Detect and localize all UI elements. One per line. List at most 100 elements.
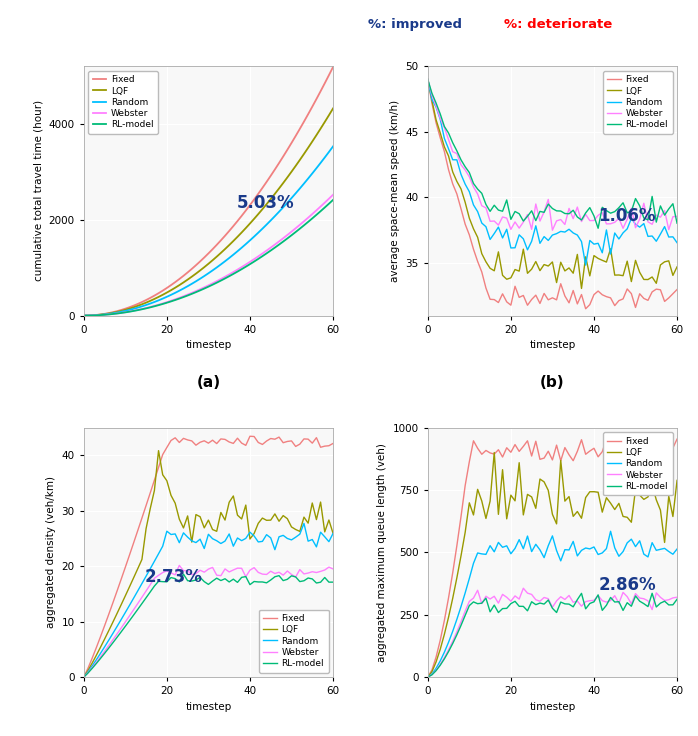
Random [673, 238, 681, 247]
Random [299, 519, 308, 528]
LQF [154, 446, 163, 455]
Text: (a): (a) [196, 375, 221, 390]
Line: RL-model: RL-model [428, 593, 677, 677]
RL-model [179, 570, 188, 578]
X-axis label: timestep: timestep [529, 340, 576, 350]
Webster [577, 217, 586, 226]
Line: Webster: Webster [428, 79, 677, 230]
Fixed [511, 282, 519, 291]
Webster [299, 570, 308, 578]
Fixed [246, 432, 254, 441]
Random [229, 542, 237, 551]
Line: Random: Random [428, 531, 677, 677]
LQF [673, 476, 681, 485]
Webster [129, 306, 138, 315]
Random [556, 556, 565, 565]
X-axis label: timestep: timestep [185, 340, 232, 350]
Webster [548, 226, 556, 235]
LQF [229, 236, 237, 245]
LQF [329, 104, 337, 113]
Legend: Fixed, LQF, Random, Webster, RL-model: Fixed, LQF, Random, Webster, RL-model [603, 71, 673, 134]
Random [138, 302, 146, 311]
Webster [644, 596, 652, 605]
Webster [167, 568, 175, 577]
Fixed [673, 285, 681, 294]
Random [556, 227, 565, 236]
Line: RL-model: RL-model [84, 574, 333, 677]
Fixed [482, 446, 490, 455]
LQF [299, 513, 308, 522]
Random [482, 222, 490, 231]
Random [296, 184, 304, 193]
Webster [175, 561, 184, 570]
Random [424, 75, 432, 84]
RL-model [233, 578, 242, 587]
Fixed [573, 300, 581, 308]
Random [511, 544, 519, 553]
Fixed [229, 439, 237, 447]
Fixed [167, 280, 175, 289]
Line: Fixed: Fixed [84, 67, 333, 316]
Webster [519, 584, 528, 592]
Webster [473, 586, 482, 595]
Legend: Fixed, LQF, Random, Webster, RL-model: Fixed, LQF, Random, Webster, RL-model [259, 609, 329, 673]
LQF [171, 499, 179, 508]
Text: %: improved: %: improved [369, 18, 462, 32]
Webster [673, 592, 681, 601]
Random [644, 553, 652, 562]
Random [511, 244, 519, 252]
Webster [212, 277, 221, 286]
RL-model [424, 75, 432, 84]
Webster [560, 220, 569, 229]
LQF [329, 529, 337, 538]
RL-model [482, 200, 490, 209]
RL-model [594, 224, 602, 233]
Webster [482, 203, 490, 212]
Random [329, 142, 337, 151]
Webster [482, 592, 490, 601]
RL-model [482, 594, 490, 603]
RL-model [639, 599, 648, 608]
RL-model [329, 578, 337, 587]
Webster [233, 564, 242, 573]
Line: Fixed: Fixed [84, 436, 333, 677]
Random [129, 305, 138, 314]
Fixed [80, 311, 88, 320]
X-axis label: timestep: timestep [529, 701, 576, 712]
LQF [473, 233, 482, 241]
Random [581, 261, 590, 269]
Fixed [138, 514, 146, 523]
LQF [129, 573, 138, 582]
Random [167, 291, 175, 300]
LQF [167, 286, 175, 294]
Fixed [167, 436, 175, 445]
LQF [673, 263, 681, 272]
Webster [296, 220, 304, 229]
Fixed [212, 439, 221, 448]
LQF [80, 673, 88, 682]
LQF [482, 514, 490, 523]
LQF [515, 459, 524, 467]
RL-model [212, 278, 221, 287]
Legend: Fixed, LQF, Random, Webster, RL-model: Fixed, LQF, Random, Webster, RL-model [603, 432, 673, 495]
LQF [577, 284, 586, 293]
RL-model [167, 573, 175, 582]
Webster [80, 673, 88, 682]
Random [167, 530, 175, 539]
RL-model [644, 216, 652, 224]
Fixed [673, 435, 681, 444]
Random [673, 545, 681, 553]
Random [329, 529, 337, 538]
X-axis label: timestep: timestep [185, 701, 232, 712]
RL-model [673, 219, 681, 227]
RL-model [129, 306, 138, 315]
Random [473, 548, 482, 557]
Fixed [299, 434, 308, 443]
Random [212, 263, 221, 272]
Fixed [644, 450, 652, 459]
Text: 5.03%: 5.03% [237, 194, 295, 213]
Random [482, 550, 490, 559]
Fixed [424, 75, 432, 84]
RL-model [424, 673, 432, 682]
Webster [329, 565, 337, 573]
